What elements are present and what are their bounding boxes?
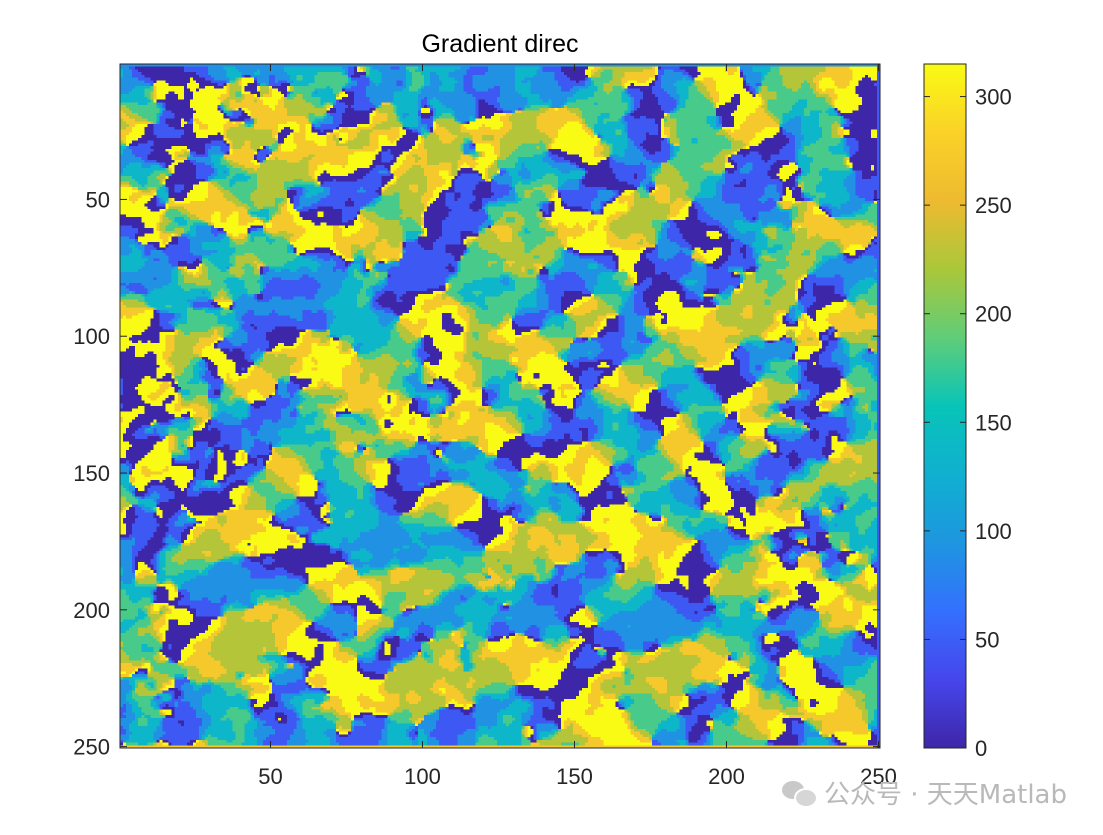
x-tick-label: 100 xyxy=(404,764,441,789)
watermark: 公众号 · 天天Matlab xyxy=(781,774,1067,811)
colorbar-tick-label: 50 xyxy=(975,627,999,652)
colorbar-tick-label: 200 xyxy=(975,302,1012,327)
colorbar-tick-label: 150 xyxy=(975,410,1012,435)
colorbar-tick-label: 100 xyxy=(975,519,1012,544)
colorbar-frame xyxy=(923,63,967,749)
x-tick-label: 200 xyxy=(708,764,745,789)
y-tick-label: 50 xyxy=(86,187,110,212)
x-tick-label: 50 xyxy=(258,764,282,789)
plot-frame xyxy=(119,63,881,749)
x-axis: 50 100 150 200 250 xyxy=(258,64,897,789)
y-tick-label: 150 xyxy=(73,461,110,486)
colorbar-tick-label: 0 xyxy=(975,736,987,761)
colorbar-ticks: 0 50 100 150 200 250 300 xyxy=(924,85,1012,761)
colorbar-tick-label: 250 xyxy=(975,193,1012,218)
y-axis: 50 100 150 200 250 xyxy=(73,187,880,760)
y-tick-label: 250 xyxy=(73,735,110,760)
wechat-icon xyxy=(781,779,818,808)
colorbar: 0 50 100 150 200 250 300 xyxy=(923,63,1012,761)
watermark-text: 公众号 · 天天Matlab xyxy=(823,780,1067,810)
x-tick-label: 250 xyxy=(860,764,897,789)
colorbar-tick-label: 300 xyxy=(975,85,1012,110)
heatmap-image xyxy=(120,64,880,748)
y-tick-label: 200 xyxy=(73,598,110,623)
y-tick-label: 100 xyxy=(73,324,110,349)
chart-title: Gradient direc xyxy=(421,30,578,58)
heatmap-plot xyxy=(119,63,881,749)
colorbar-gradient xyxy=(924,64,966,748)
x-tick-label: 150 xyxy=(556,764,593,789)
